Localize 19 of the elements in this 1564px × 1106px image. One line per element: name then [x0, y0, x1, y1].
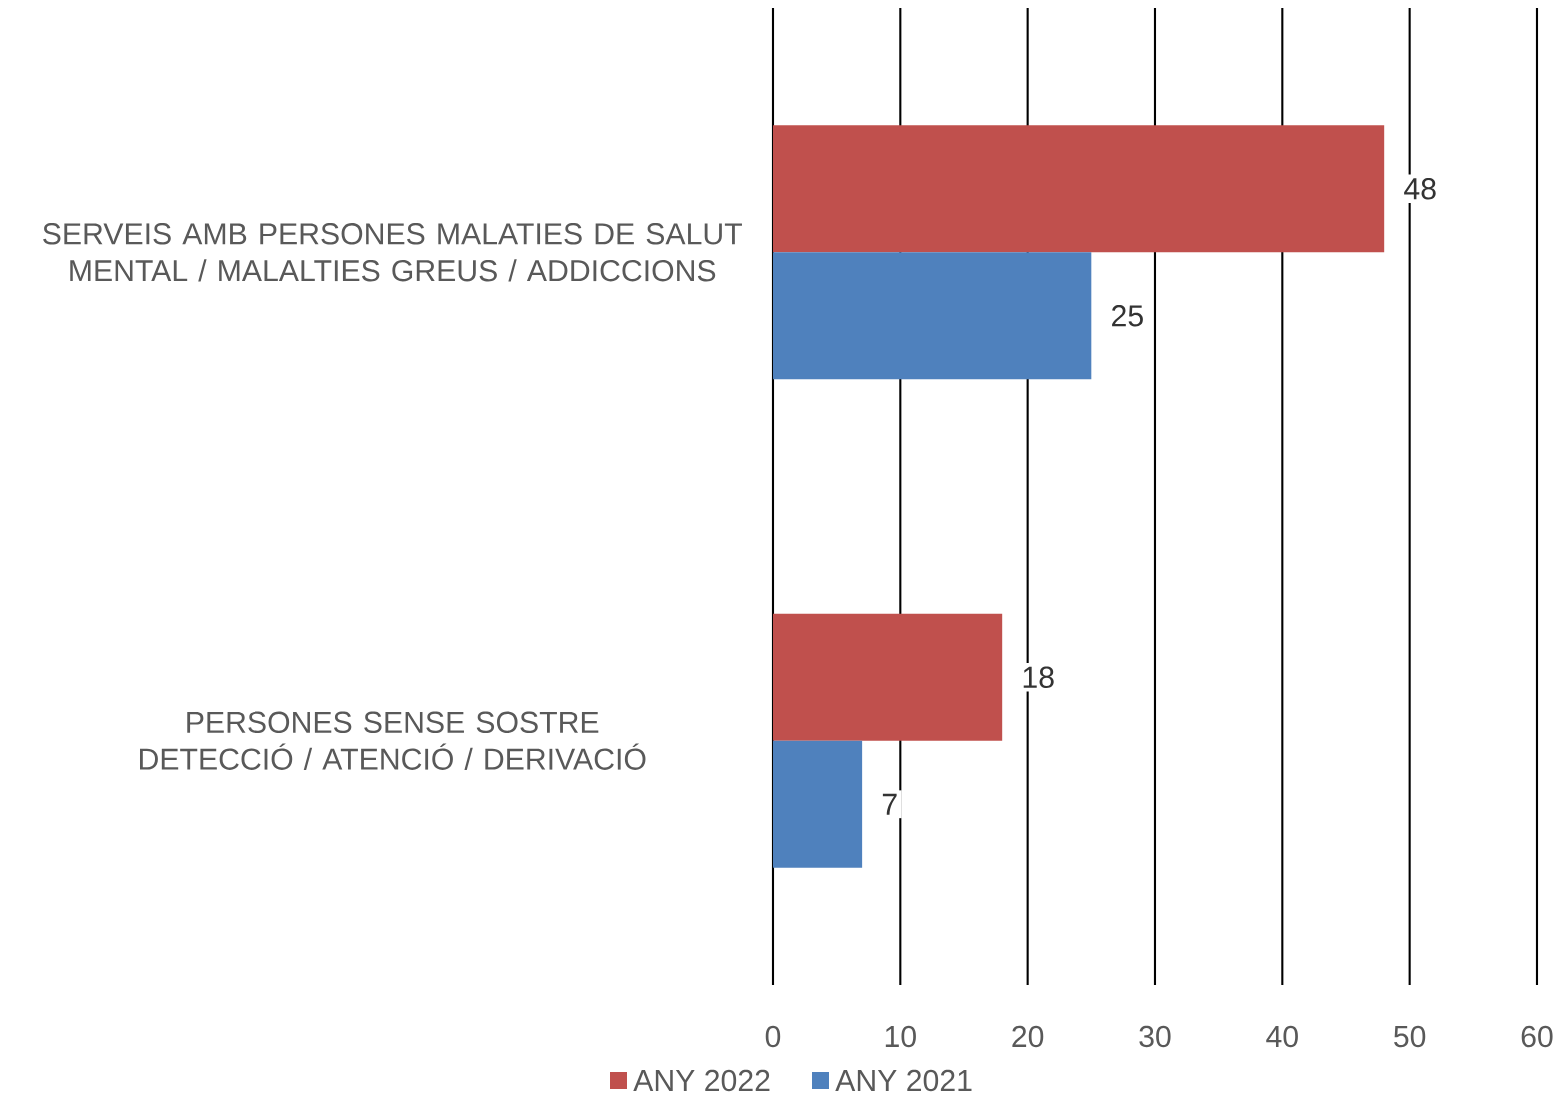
x-tick-label: 0 — [765, 1025, 781, 1048]
bar — [772, 613, 1003, 741]
bar — [772, 125, 1385, 253]
data-label: 25 — [1112, 305, 1143, 327]
x-tick-label: 40 — [1266, 1025, 1298, 1048]
x-tick-label: 10 — [885, 1025, 916, 1048]
legend-label: ANY 2022 — [633, 1069, 770, 1092]
x-tick-label: 60 — [1521, 1025, 1553, 1048]
y-tick-label: PERSONES SENSE SOSTRE DETECCIÓ / ATENCIÓ / DERIVACIÓ — [140, 711, 646, 770]
x-tick-label: 30 — [1139, 1025, 1171, 1048]
legend-label: ANY 2021 — [835, 1069, 972, 1092]
x-tick-label: 50 — [1394, 1025, 1426, 1048]
data-label: 18 — [1023, 666, 1054, 688]
bar — [772, 740, 863, 868]
x-tick-label: 20 — [1012, 1025, 1044, 1048]
data-label: 48 — [1404, 178, 1436, 200]
y-tick-label: SERVEIS AMB PERSONES MALATIES DE SALUT MENTAL / MALALTIES GREUS / ADDICCIONS — [43, 223, 742, 282]
data-label: 7 — [882, 793, 897, 815]
bar — [772, 252, 1092, 380]
